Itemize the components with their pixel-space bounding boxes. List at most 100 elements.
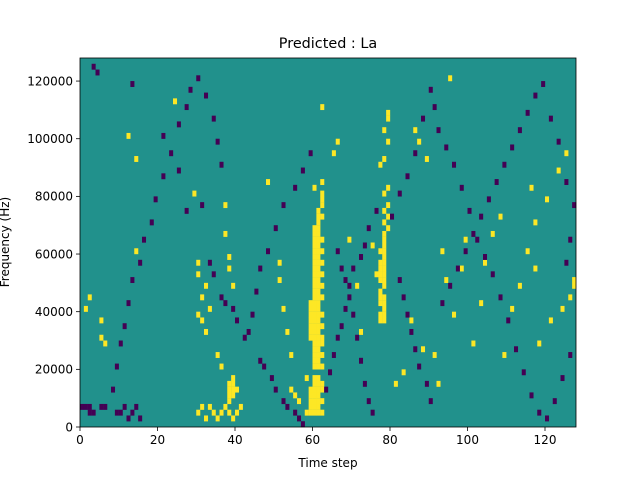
heatmap-cell [316, 288, 321, 295]
heatmap-cell [211, 115, 216, 122]
heatmap-cell [312, 242, 317, 249]
heatmap-cell [312, 265, 317, 272]
heatmap-cell [254, 288, 259, 295]
heatmap-cell [401, 294, 406, 301]
heatmap-cell [316, 236, 321, 243]
heatmap-cell [382, 317, 387, 324]
heatmap-cell [300, 421, 305, 428]
heatmap-cell [521, 369, 526, 376]
heatmap-cell [308, 150, 313, 157]
heatmap-cell [103, 340, 108, 347]
heatmap-cell [382, 248, 387, 255]
heatmap-cell [320, 409, 325, 416]
heatmap-cell [378, 271, 383, 278]
heatmap-cell [572, 282, 577, 289]
heatmap-cell [215, 138, 220, 145]
y-tick-label: 120000 [27, 74, 73, 88]
heatmap-cell [382, 219, 387, 226]
heatmap-cell [231, 415, 236, 422]
heatmap-cell [316, 398, 321, 405]
heatmap-cell [556, 167, 561, 174]
heatmap-cell [401, 369, 406, 376]
heatmap-cell [312, 248, 317, 255]
heatmap-cell [312, 184, 317, 191]
heatmap-cell [436, 127, 441, 134]
heatmap-cell [498, 294, 503, 301]
heatmap-cell [316, 392, 321, 399]
heatmap-cell [413, 127, 418, 134]
y-axis-label: Frequency (Hz) [0, 197, 12, 288]
heatmap-cell [382, 207, 387, 214]
heatmap-cell [289, 386, 294, 393]
heatmap-cell [231, 282, 236, 289]
heatmap-cell [320, 363, 325, 370]
heatmap-cell [417, 138, 422, 145]
heatmap-cell [227, 386, 232, 393]
heatmap-cell [227, 254, 232, 260]
heatmap-cell [231, 375, 236, 382]
heatmap-cell [258, 265, 263, 272]
heatmap-cell [537, 409, 542, 416]
heatmap-cell [316, 311, 321, 318]
y-tick-label: 80000 [35, 190, 73, 204]
heatmap-cell [533, 219, 538, 226]
y-axis-ticks: 0 20000 40000 60000 80000 100000 120000 [27, 74, 80, 434]
heatmap-cell [432, 352, 437, 358]
heatmap-cell [308, 323, 313, 330]
heatmap-cell [320, 352, 325, 358]
heatmap-cell [483, 259, 488, 266]
heatmap-cell [498, 213, 503, 220]
heatmap-cell [413, 150, 418, 157]
heatmap-cell [347, 282, 352, 289]
heatmap-cell [281, 398, 286, 405]
heatmap-cell [219, 409, 224, 416]
plot-area [79, 57, 577, 428]
x-tick-label: 40 [227, 433, 242, 447]
heatmap-cell [316, 294, 321, 301]
heatmap-cell [444, 277, 449, 284]
heatmap-cell [382, 190, 387, 197]
heatmap-cell [200, 403, 205, 410]
heatmap-cell [308, 409, 313, 416]
heatmap-cell [343, 305, 348, 312]
x-tick-label: 60 [305, 433, 320, 447]
heatmap-cell [99, 403, 104, 410]
heatmap-cell [308, 403, 313, 410]
heatmap-cell [308, 386, 313, 393]
heatmap-cell [486, 196, 491, 203]
heatmap-cell [405, 173, 410, 180]
heatmap-cell [320, 248, 325, 255]
heatmap-cell [386, 109, 391, 116]
x-axis-label: Time step [297, 456, 357, 470]
heatmap-cell [223, 230, 228, 237]
heatmap-cell [362, 242, 367, 249]
heatmap-cell [215, 352, 220, 358]
heatmap-cell [207, 305, 212, 312]
heatmap-cell [331, 150, 336, 157]
y-tick-label: 0 [65, 420, 73, 434]
heatmap-cell [409, 317, 414, 324]
heatmap-cell [463, 248, 468, 255]
heatmap-cell [517, 127, 522, 134]
heatmap-cell [393, 380, 398, 387]
heatmap-cell [312, 398, 317, 405]
heatmap-cell [134, 248, 139, 255]
heatmap-cell [316, 282, 321, 289]
heatmap-cell [320, 311, 325, 318]
heatmap-cell [382, 265, 387, 272]
heatmap-cell [320, 196, 325, 203]
heatmap-cell [316, 259, 321, 266]
heatmap-cell [320, 104, 325, 111]
heatmap-cell [312, 409, 317, 416]
heatmap-cell [517, 282, 522, 289]
heatmap-cell [316, 386, 321, 393]
heatmap-cell [312, 352, 317, 358]
heatmap-cell [362, 380, 367, 387]
heatmap-cell [339, 323, 344, 330]
chart-title: Predicted : La [279, 36, 377, 52]
heatmap-cell [432, 104, 437, 111]
heatmap-cell [304, 409, 309, 416]
heatmap-cell [138, 415, 143, 422]
heatmap-cell [87, 294, 92, 301]
